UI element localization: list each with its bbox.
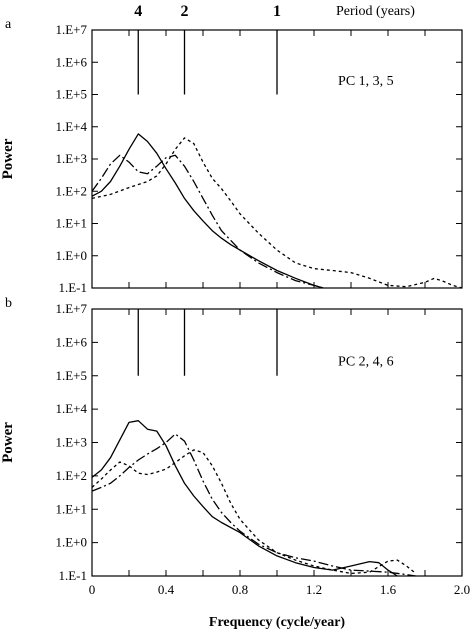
x-tick-label: 0.8 (232, 582, 248, 597)
y-axis-label: Power (0, 138, 16, 179)
panel-annotation: PC 2, 4, 6 (338, 355, 394, 370)
y-tick-label: 1.E+3 (55, 435, 87, 450)
series-line-short-dash (91, 449, 417, 575)
y-tick-label: 1.E+0 (55, 535, 87, 550)
x-axis-label: Frequency (cycle/year) (209, 615, 346, 630)
panel-letter: a (5, 17, 12, 32)
series-line-solid (91, 133, 324, 289)
y-tick-label: 1.E+4 (55, 401, 87, 416)
x-tick-label: 0.4 (158, 582, 175, 597)
series-line-short-dash (91, 137, 463, 289)
y-tick-label: 1.E-1 (58, 568, 87, 583)
y-tick-label: 1.E+7 (55, 22, 87, 37)
period-tick-label: 1 (273, 3, 281, 20)
x-tick-label: 0 (89, 582, 96, 597)
y-tick-label: 1.E+6 (55, 334, 87, 349)
y-tick-label: 1.E+1 (55, 216, 87, 231)
y-tick-label: 1.E+1 (55, 501, 87, 516)
period-tick-label: 4 (134, 3, 142, 20)
period-tick-label: 2 (181, 3, 189, 20)
y-tick-label: 1.E-1 (58, 280, 87, 295)
y-tick-label: 1.E+0 (55, 248, 87, 263)
series-line-solid (91, 420, 398, 577)
y-tick-label: 1.E+2 (55, 183, 87, 198)
y-tick-label: 1.E+6 (55, 54, 87, 69)
y-tick-label: 1.E+5 (55, 368, 87, 383)
period-axis-label: Period (years) (336, 4, 415, 19)
y-tick-label: 1.E+2 (55, 468, 87, 483)
y-tick-label: 1.E+5 (55, 87, 87, 102)
y-tick-label: 1.E+3 (55, 151, 87, 166)
panel-letter: b (5, 296, 12, 311)
series-line-long-dash (91, 433, 416, 577)
panel-annotation: PC 1, 3, 5 (338, 74, 394, 89)
y-tick-label: 1.E+7 (55, 301, 87, 316)
y-tick-label: 1.E+4 (55, 119, 87, 134)
x-tick-label: 2.0 (454, 582, 470, 597)
x-tick-label: 1.2 (306, 582, 322, 597)
y-axis-label: Power (0, 422, 16, 463)
series-line-long-dash (91, 154, 324, 289)
x-tick-label: 1.6 (380, 582, 397, 597)
